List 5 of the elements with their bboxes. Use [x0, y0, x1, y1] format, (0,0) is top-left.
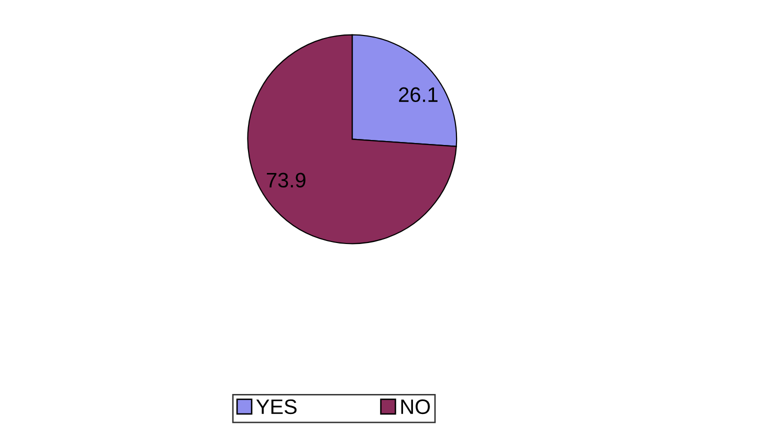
pie-slice — [247, 34, 457, 244]
data-label: 73.9 — [266, 172, 306, 188]
data-label: 26.1 — [399, 87, 438, 102]
legend-label: YES — [256, 399, 297, 414]
legend-label: NO — [401, 399, 430, 414]
